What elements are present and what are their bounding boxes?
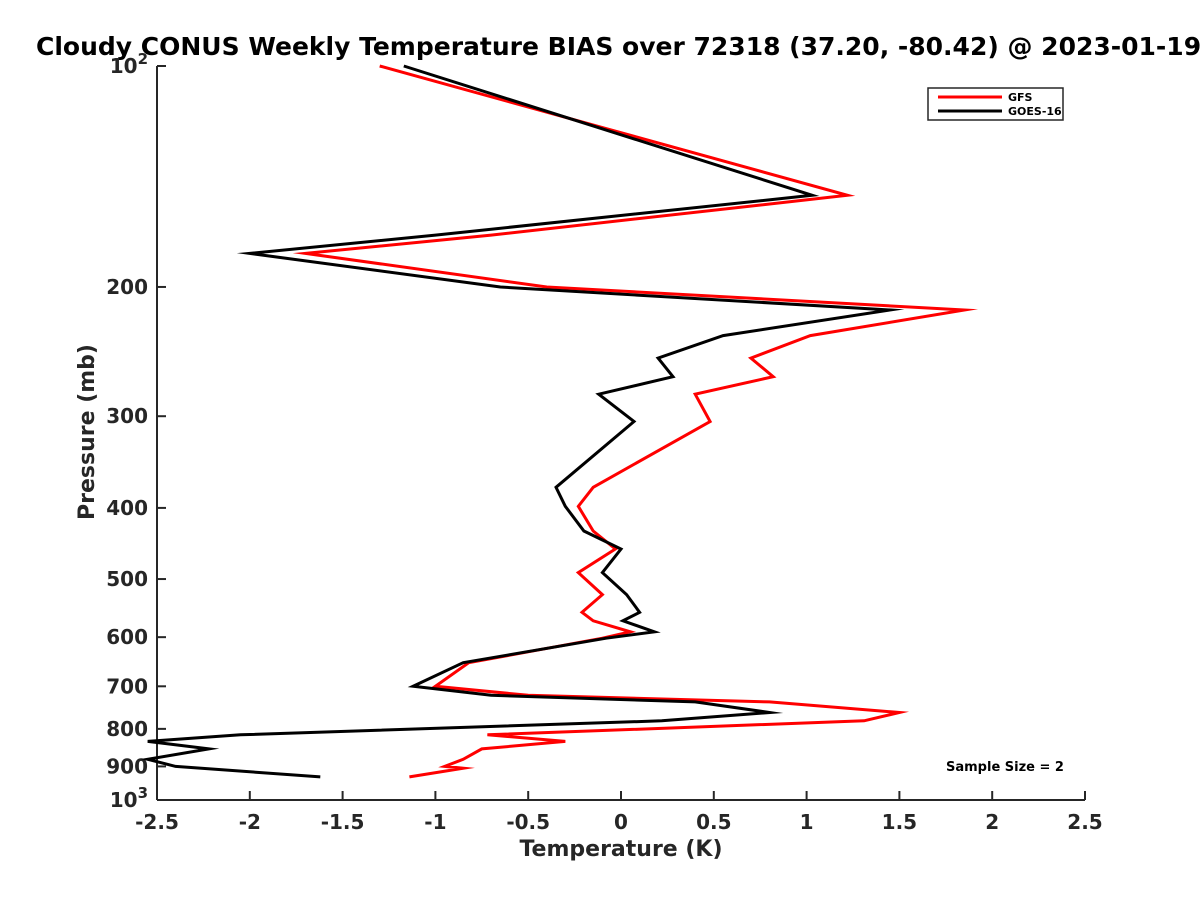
x-tick-label: 0 xyxy=(614,810,628,834)
x-tick-label: -1.5 xyxy=(321,810,365,834)
y-tick-label: 500 xyxy=(106,567,148,591)
sample-size-annotation: Sample Size = 2 xyxy=(946,760,1064,775)
y-tick-label: 700 xyxy=(106,674,148,698)
x-tick-label: 2.5 xyxy=(1067,810,1102,834)
x-axis-label: Temperature (K) xyxy=(519,837,722,862)
chart-title: Cloudy CONUS Weekly Temperature BIAS ove… xyxy=(36,32,1200,61)
y-tick-label: 900 xyxy=(106,754,148,778)
x-tick-label: -1 xyxy=(424,810,446,834)
x-tick-label: 1 xyxy=(800,810,814,834)
x-tick-label: 0.5 xyxy=(696,810,731,834)
y-tick-label: 400 xyxy=(106,496,148,520)
y-tick-exponent: 2 xyxy=(138,50,148,68)
y-tick-label: 300 xyxy=(106,404,148,428)
axes: -2.5 -2 -1.5 -1 -0.5 0 0.5 1 1.5 2 2.5102200300400… xyxy=(106,50,1102,834)
series-line-goes-16 xyxy=(140,64,905,779)
y-tick-exponent: 3 xyxy=(138,784,148,802)
legend-box xyxy=(927,87,1064,121)
x-tick-label: -0.5 xyxy=(506,810,550,834)
y-tick-label: 200 xyxy=(106,275,148,299)
y-tick-base: 10 xyxy=(110,54,138,78)
x-tick-label: 2 xyxy=(985,810,999,834)
y-tick-label: 103 xyxy=(110,784,148,812)
series-line-gfs xyxy=(292,64,979,779)
series-layer xyxy=(140,64,979,779)
legend-entry-label: GOES-16 xyxy=(1008,105,1062,118)
y-axis-label: Pressure (mb) xyxy=(75,344,100,520)
y-tick-base: 10 xyxy=(110,788,138,812)
y-tick-label: 600 xyxy=(106,625,148,649)
y-tick-label: 800 xyxy=(106,717,148,741)
y-tick-label: 102 xyxy=(110,50,148,78)
legend-entry-label: GFS xyxy=(1008,91,1033,104)
x-tick-label: -2 xyxy=(239,810,261,834)
x-tick-label: 1.5 xyxy=(882,810,917,834)
x-tick-label: -2.5 xyxy=(135,810,179,834)
